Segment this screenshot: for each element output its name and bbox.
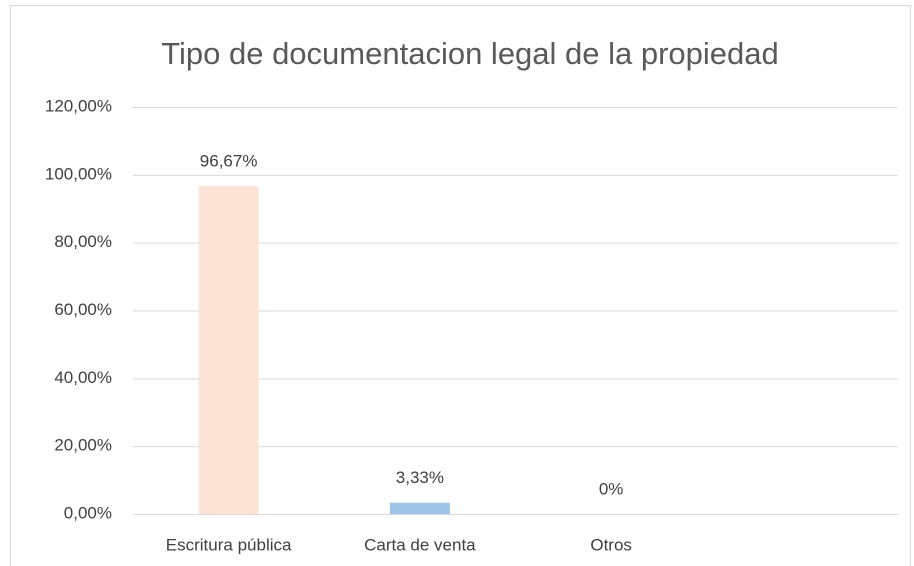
data-label: 0% (599, 479, 624, 498)
bar (198, 186, 259, 515)
y-tick-label: 120,00% (45, 96, 112, 115)
y-tick-label: 40,00% (54, 368, 112, 387)
chart-border (10, 5, 911, 566)
x-tick-label: Escritura pública (166, 535, 292, 554)
data-label: 3,33% (396, 468, 444, 487)
x-tick-label: Carta de venta (364, 535, 476, 554)
data-label: 96,67% (200, 152, 258, 171)
y-tick-label: 60,00% (54, 300, 112, 319)
bar (389, 502, 450, 514)
chart-title: Tipo de documentacion legal de la propie… (161, 36, 779, 71)
y-tick-label: 100,00% (45, 164, 112, 183)
x-tick-label: Otros (590, 535, 632, 554)
y-tick-label: 20,00% (54, 436, 112, 455)
y-tick-label: 80,00% (54, 232, 112, 251)
y-tick-label: 0,00% (64, 503, 112, 522)
